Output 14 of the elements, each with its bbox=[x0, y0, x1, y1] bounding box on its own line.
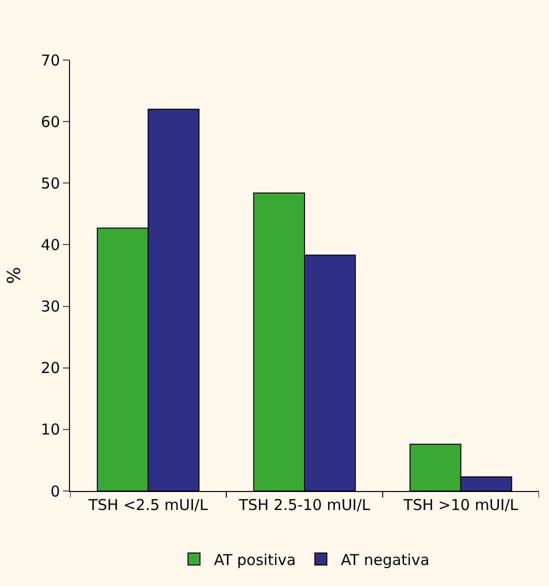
y-tick-label: 40 bbox=[40, 236, 60, 254]
y-tick-label: 60 bbox=[40, 112, 60, 131]
x-tick-label: TSH 2.5-10 mUI/L bbox=[238, 496, 371, 514]
y-tick-label: 0 bbox=[50, 482, 60, 500]
legend-label: AT positiva bbox=[214, 550, 296, 569]
y-tick-label: 20 bbox=[40, 359, 60, 378]
x-tick-label: TSH <2.5 mUI/L bbox=[87, 496, 208, 514]
y-tick-label: 10 bbox=[40, 420, 60, 439]
y-axis-title: % bbox=[4, 266, 26, 284]
y-tick-label: 30 bbox=[40, 298, 60, 316]
x-tick-label: TSH >10 mUI/L bbox=[402, 496, 519, 514]
legend-label: AT negativa bbox=[340, 550, 430, 569]
y-tick-label: 70 bbox=[40, 51, 60, 70]
y-tick-label: 50 bbox=[40, 174, 60, 192]
